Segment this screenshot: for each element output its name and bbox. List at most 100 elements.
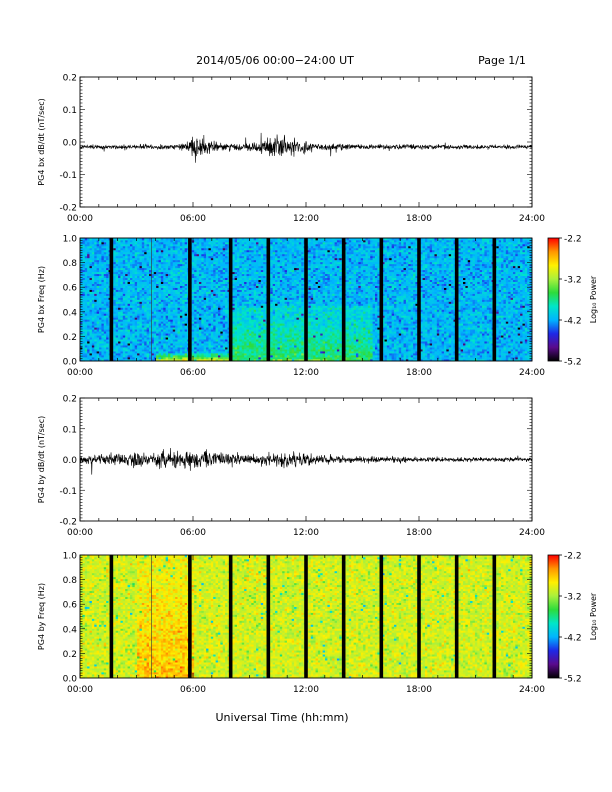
heatmap-cell (123, 313, 126, 315)
heatmap-cell (142, 329, 145, 331)
heatmap-cell (249, 319, 252, 321)
heatmap-cell (156, 355, 159, 357)
heatmap-cell (208, 333, 211, 335)
heatmap-cell (194, 303, 197, 305)
heatmap-cell (254, 246, 257, 248)
heatmap-cell (180, 288, 183, 290)
heatmap-cell (120, 339, 123, 341)
heatmap-cell (154, 323, 157, 325)
heatmap-cell (166, 278, 169, 280)
heatmap-cell (116, 258, 119, 260)
heatmap-cell (211, 282, 214, 284)
heatmap-cell (249, 303, 252, 305)
heatmap-cell (92, 288, 95, 290)
heatmap-cell (92, 294, 95, 296)
heatmap-cell (92, 272, 95, 274)
heatmap-cell (242, 303, 245, 305)
heatmap-cell (206, 298, 209, 300)
heatmap-cell (147, 294, 150, 296)
heatmap-cell (232, 282, 235, 284)
heatmap-cell (161, 319, 164, 321)
heatmap-cell (178, 242, 181, 244)
heatmap-cell (130, 252, 133, 254)
heatmap-cell (218, 349, 221, 351)
heatmap-cell (251, 343, 254, 345)
heatmap-cell (104, 319, 107, 321)
heatmap-cell (201, 333, 204, 335)
heatmap-cell (106, 355, 109, 357)
heatmap-cell (116, 313, 119, 315)
heatmap-cell (166, 343, 169, 345)
heatmap-cell (168, 268, 171, 270)
heatmap-cell (128, 349, 131, 351)
heatmap-cell (82, 262, 85, 264)
heatmap-cell (263, 268, 266, 270)
heatmap-cell (125, 329, 128, 331)
heatmap-cell (106, 252, 109, 254)
heatmap-cell (90, 272, 93, 274)
heatmap-cell (87, 242, 90, 244)
heatmap-cell (137, 329, 140, 331)
heatmap-cell (239, 272, 242, 274)
heatmap-cell (118, 294, 121, 296)
heatmap-cell (175, 307, 178, 309)
heatmap-cell (218, 323, 221, 325)
heatmap-cell (104, 258, 107, 260)
heatmap-cell (101, 262, 104, 264)
heatmap-cell (170, 242, 173, 244)
heatmap-cell (154, 246, 157, 248)
heatmap-cell (173, 252, 176, 254)
heatmap-cell (254, 294, 257, 296)
heatmap-cell (178, 349, 181, 351)
heatmap-cell (247, 272, 250, 274)
heatmap-cell (199, 278, 202, 280)
heatmap-cell (161, 294, 164, 296)
heatmap-cell (213, 282, 216, 284)
heatmap-cell (263, 329, 266, 331)
heatmap-cell (144, 343, 147, 345)
heatmap-cell (161, 246, 164, 248)
heatmap-cell (147, 333, 150, 335)
heatmap-cell (185, 339, 188, 341)
heatmap-cell (247, 349, 250, 351)
heatmap-cell (254, 282, 257, 284)
heatmap-cell (232, 278, 235, 280)
heatmap-cell (120, 294, 123, 296)
heatmap-cell (213, 339, 216, 341)
heatmap-cell (247, 339, 250, 341)
heatmap-cell (159, 246, 162, 248)
heatmap-cell (204, 343, 207, 345)
heatmap-cell (147, 268, 150, 270)
heatmap-cell (254, 272, 257, 274)
heatmap-cell (242, 319, 245, 321)
heatmap-cell (220, 294, 223, 296)
heatmap-cell (251, 258, 254, 260)
heatmap-cell (159, 319, 162, 321)
heatmap-cell (139, 242, 142, 244)
heatmap-cell (139, 323, 142, 325)
heatmap-cell (201, 307, 204, 309)
heatmap-cell (166, 329, 169, 331)
heatmap-cell (163, 319, 166, 321)
heatmap-cell (94, 288, 97, 290)
heatmap-cell (156, 298, 159, 300)
heatmap-cell (206, 268, 209, 270)
heatmap-cell (220, 333, 223, 335)
heatmap-cell (194, 319, 197, 321)
heatmap-cell (130, 343, 133, 345)
heatmap-cell (232, 246, 235, 248)
heatmap-cell (180, 323, 183, 325)
heatmap-cell (204, 323, 207, 325)
heatmap-cell (232, 339, 235, 341)
heatmap-cell (159, 278, 162, 280)
heatmap-cell (242, 339, 245, 341)
heatmap-cell (232, 313, 235, 315)
heatmap-cell (123, 294, 126, 296)
heatmap-cell (261, 319, 264, 321)
heatmap-cell (194, 262, 197, 264)
heatmap-cell (254, 339, 257, 341)
heatmap-cell (125, 268, 128, 270)
heatmap-cell (113, 349, 116, 351)
heatmap-cell (263, 242, 266, 244)
heatmap-cell (225, 343, 228, 345)
